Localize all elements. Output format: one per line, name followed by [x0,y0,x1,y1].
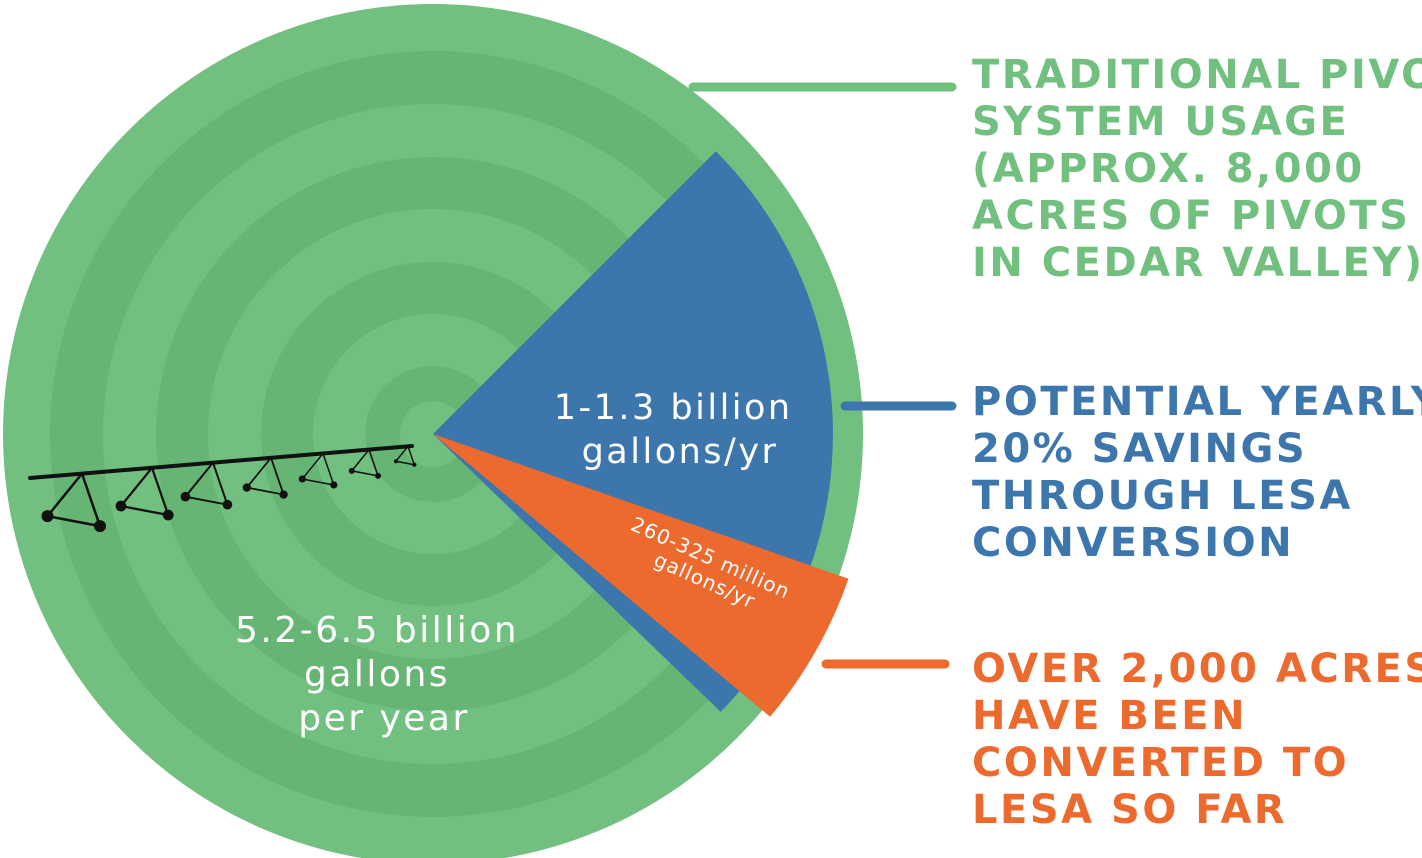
data-label-traditional: 5.2-6.5 billion gallons per year [235,610,533,739]
legend-converted-line: CONVERTED TO [972,740,1350,786]
pivot-tower [115,466,174,521]
pivot-tower [393,445,417,467]
legend-potential: POTENTIAL YEARLY 20% SAVINGS THROUGH LES… [972,379,1422,567]
legend-traditional-line: TRADITIONAL PIVOT [972,52,1422,98]
legend-potential-line: 20% SAVINGS [972,426,1308,472]
data-label-potential: 1-1.3 billion gallons/yr [554,388,807,472]
legend-traditional-line: SYSTEM USAGE [972,99,1350,145]
legend-traditional-line: IN CEDAR VALLEY) [972,240,1422,286]
legend-traditional-line: ACRES OF PIVOTS [972,193,1411,239]
legend-potential-line: POTENTIAL YEARLY [972,379,1422,425]
pivot-tower [298,452,338,489]
slice-converted-acres [433,434,849,717]
pivot-tower [242,456,288,499]
legend-traditional-line: (APPROX. 8,000 [972,146,1365,192]
pivot-tower [180,461,233,510]
legend-traditional: TRADITIONAL PIVOT SYSTEM USAGE (APPROX. … [972,52,1422,287]
pivot-tower [348,448,381,479]
legend-converted: OVER 2,000 ACRES HAVE BEEN CONVERTED TO … [972,646,1422,834]
legend-potential-line: THROUGH LESA [972,473,1353,519]
pivot-arm [28,444,414,480]
legend-converted-line: LESA SO FAR [972,787,1288,833]
pivot-irrigation-icon [28,444,417,533]
pivot-tower [41,472,106,533]
legend-potential-line: CONVERSION [972,520,1295,566]
legend-converted-line: OVER 2,000 ACRES [972,646,1422,692]
legend-converted-line: HAVE BEEN [972,693,1248,739]
